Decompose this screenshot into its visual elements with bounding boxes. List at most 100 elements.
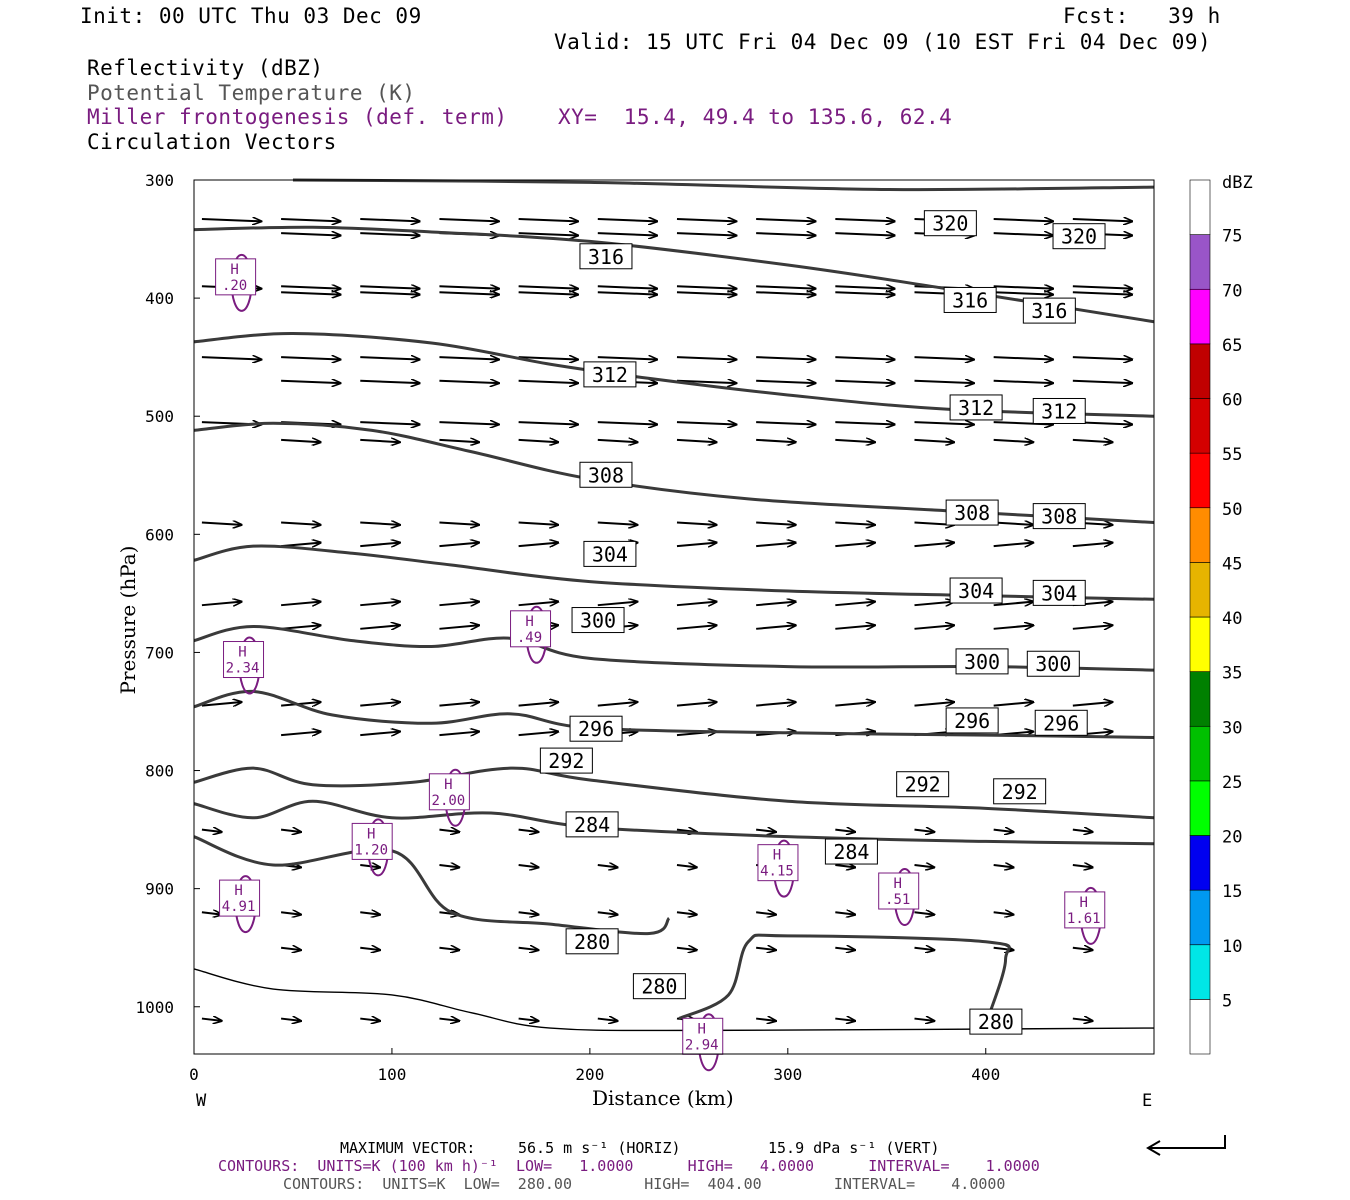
frontogenesis-label-box [215, 258, 257, 296]
circulation-vector [676, 543, 717, 547]
circulation-vector [756, 912, 776, 914]
circulation-vector [360, 233, 419, 235]
circulation-vector [1072, 702, 1113, 706]
theta-label: 316 [952, 288, 988, 312]
surface-line [193, 968, 1155, 1032]
valid-time: Valid: 15 UTC Fri 04 Dec 09 (10 EST Fri … [554, 30, 1212, 54]
theta-label-box [565, 928, 619, 955]
theta-label-box [943, 286, 997, 313]
circulation-vector [597, 286, 657, 288]
circulation-vector [993, 357, 1053, 359]
circulation-vector [835, 381, 894, 383]
x-tick-label: 200 [575, 1065, 604, 1084]
circulation-vector [518, 602, 559, 606]
circulation-vector [1072, 625, 1113, 629]
circulation-vector [993, 440, 1034, 442]
forecast-hour: Fcst: 39 h [1063, 4, 1221, 28]
circulation-vector [993, 948, 1014, 950]
frontogenesis-max-value: 4.15 [760, 864, 794, 880]
circulation-vector [756, 1019, 776, 1021]
y-tick-label: 700 [145, 643, 174, 662]
circulation-vector [914, 422, 973, 424]
circulation-vector [835, 523, 875, 525]
circulation-vector [756, 357, 815, 359]
frontogenesis-max-value: 4.91 [222, 899, 256, 915]
circulation-vector [439, 830, 459, 832]
circulation-vector [518, 865, 539, 867]
theta-label-box [565, 811, 619, 838]
theta-label-box [539, 747, 593, 774]
circulation-vector [281, 523, 321, 525]
theta-label: 304 [592, 542, 628, 566]
theta-label: 300 [1035, 652, 1071, 676]
circulation-vector [518, 912, 539, 914]
frontogenesis-label-box [219, 879, 261, 917]
theta-contour [193, 225, 1155, 324]
circulation-vector [360, 948, 380, 950]
frontogenesis-label-box [878, 872, 920, 910]
colorbar-segment [1189, 780, 1211, 836]
theta-label: 308 [588, 463, 624, 487]
theta-label-box [1052, 223, 1106, 250]
x-axis-title: Distance (km) [592, 1086, 734, 1110]
circulation-vector [281, 219, 340, 221]
circulation-vector [281, 702, 321, 706]
circulation-vector [993, 286, 1053, 288]
circulation-vector [676, 865, 697, 867]
theta-label: 300 [580, 609, 616, 633]
circulation-vector [993, 381, 1053, 383]
contour-labels: 320 320 316 316 316 312 312 312 308 308 308 304 304 3… [539, 210, 1106, 1035]
colorbar-label: 75 [1222, 227, 1242, 247]
colorbar-segment [1189, 452, 1211, 509]
circulation-vector [1072, 1019, 1093, 1021]
theta-label: 296 [954, 709, 990, 733]
circulation-vector [280, 948, 301, 950]
circulation-vector [439, 732, 479, 736]
circulation-vector [756, 440, 796, 442]
circulation-vector [676, 440, 717, 442]
frontogenesis-max-marker: H [525, 614, 533, 630]
theta-label-box [1026, 650, 1080, 677]
theta-contour [193, 544, 1155, 601]
circulation-vector [993, 292, 1053, 294]
east-label: E [1142, 1091, 1152, 1111]
circulation-vector [993, 625, 1034, 629]
theta-label-box [945, 499, 999, 526]
circulation-vector [597, 357, 657, 359]
circulation-vector [360, 286, 419, 288]
circulation-vector [439, 357, 498, 359]
fronto-contour-info: CONTOURS: UNITS=K (100 km h)⁻¹ LOW= 1.00… [218, 1157, 1040, 1175]
circulation-vector [835, 830, 855, 832]
circulation-vector [676, 292, 736, 294]
theta-label: 320 [1061, 225, 1097, 249]
west-label: W [196, 1091, 207, 1111]
circulation-vector [518, 1019, 539, 1021]
colorbar-label: 10 [1222, 937, 1242, 957]
circulation-vector [439, 422, 498, 424]
circulation-vector [756, 625, 796, 629]
circulation-vector [835, 292, 894, 294]
circulation-vector [281, 602, 321, 606]
circulation-vector [281, 625, 321, 629]
colorbar-segment [1189, 725, 1211, 782]
circulation-vector [518, 422, 578, 424]
colorbar-label: 35 [1222, 664, 1242, 684]
colorbar-segment [1189, 835, 1211, 891]
circulation-vector [914, 543, 954, 547]
circulation-vector [835, 422, 894, 424]
circulation-vector [201, 602, 242, 606]
circulation-vector [360, 440, 400, 442]
y-tick-label: 1000 [135, 998, 174, 1017]
circulation-vector [756, 233, 815, 235]
x-tick-label: 300 [773, 1065, 802, 1084]
circulation-vector [835, 702, 875, 706]
frontogenesis-max-value: 2.00 [432, 793, 466, 809]
circulation-vector [676, 523, 717, 525]
circulation-vector [518, 830, 539, 832]
circulation-vector [993, 543, 1034, 547]
circulation-vector [835, 233, 894, 235]
theta-label-box [1032, 503, 1086, 530]
circulation-vector [1072, 543, 1113, 547]
frontogenesis-max-marker: H [1080, 895, 1088, 911]
